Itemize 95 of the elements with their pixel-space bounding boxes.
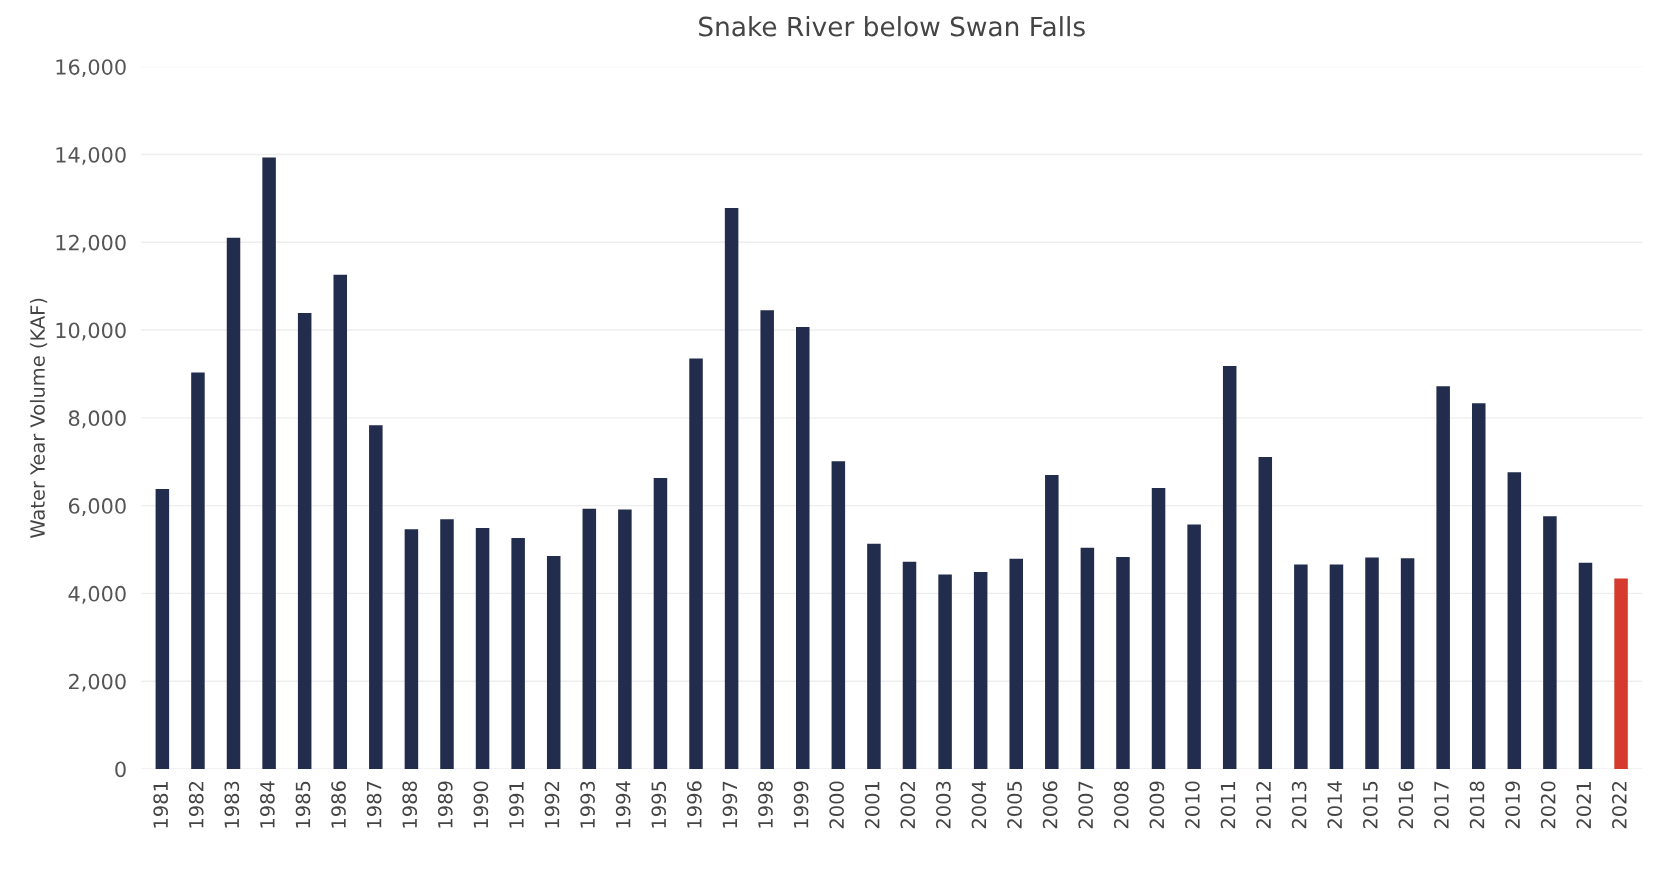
bar <box>1187 524 1201 769</box>
y-tick-label: 16,000 <box>56 59 126 78</box>
bar <box>297 312 312 769</box>
x-tick-label: 2008 <box>1113 781 1129 829</box>
chart-title: Snake River below Swan Falls <box>699 16 1085 37</box>
bar <box>760 310 774 769</box>
x-tick-label: 1987 <box>366 781 382 828</box>
x-tick-label: 1982 <box>188 782 204 828</box>
bar <box>1258 456 1273 769</box>
x-tick-label: 1992 <box>544 782 560 828</box>
x-tick-label: 1991 <box>509 781 524 828</box>
y-tick-label: 12,000 <box>56 234 126 253</box>
bar <box>689 358 703 769</box>
bar <box>1045 474 1059 769</box>
bar <box>369 425 383 769</box>
bar <box>511 538 525 769</box>
bar <box>1080 547 1095 769</box>
bar <box>226 237 241 769</box>
bar <box>831 461 846 769</box>
x-tick-label: 2013 <box>1291 781 1307 829</box>
x-tick-label: 1983 <box>224 781 240 828</box>
bar <box>973 571 988 769</box>
x-tick-label: 2009 <box>1149 781 1165 829</box>
x-tick-label: 1993 <box>580 781 595 828</box>
x-tick-label: 2006 <box>1042 781 1058 829</box>
bar <box>867 543 881 769</box>
x-tick-label: 2012 <box>1256 782 1271 829</box>
y-tick-label: 4,000 <box>68 585 126 604</box>
x-tick-label: 1988 <box>402 781 418 828</box>
x-tick-label: 2004 <box>971 781 987 829</box>
bar <box>546 556 561 769</box>
x-tick-label: 1985 <box>295 781 311 828</box>
bar <box>1116 556 1130 769</box>
x-tick-label: 1990 <box>473 781 489 828</box>
bar <box>1614 578 1628 769</box>
bar <box>191 372 205 769</box>
bar <box>1578 562 1593 769</box>
x-tick-label: 2020 <box>1540 781 1556 829</box>
bar <box>1400 558 1415 769</box>
y-tick-label: 14,000 <box>56 146 126 165</box>
y-tick-label: 10,000 <box>56 322 126 341</box>
x-tick-label: 1997 <box>722 781 738 828</box>
y-tick-label: 2,000 <box>69 673 126 692</box>
x-tick-label: 2005 <box>1007 781 1022 829</box>
bar <box>1365 557 1379 769</box>
x-tick-label: 2022 <box>1612 782 1627 829</box>
bar <box>333 274 348 769</box>
y-axis-title: Water Year Volume (KAF) <box>29 298 48 538</box>
bar <box>1329 564 1344 769</box>
x-tick-label: 1981 <box>153 781 168 828</box>
x-tick-label: 2016 <box>1398 781 1414 829</box>
x-tick-label: 2000 <box>829 781 844 829</box>
x-tick-label: 2021 <box>1576 781 1592 829</box>
x-tick-label: 1998 <box>758 781 773 828</box>
bar <box>1294 564 1308 769</box>
bar <box>902 561 917 769</box>
bar <box>796 326 810 769</box>
bar <box>1543 516 1557 769</box>
bar <box>582 508 597 769</box>
y-tick-label: 0 <box>115 761 126 778</box>
x-tick-label: 1999 <box>793 781 809 828</box>
x-tick-label: 2011 <box>1220 781 1236 829</box>
bar <box>1151 488 1166 769</box>
bar <box>618 509 632 769</box>
y-tick-label: 6,000 <box>68 498 126 516</box>
x-tick-label: 1989 <box>437 781 453 828</box>
bar <box>262 157 276 769</box>
bar <box>1471 403 1486 769</box>
bar <box>724 208 739 769</box>
x-tick-label: 1986 <box>331 781 346 828</box>
bar <box>475 528 490 769</box>
x-tick-label: 2014 <box>1327 781 1343 829</box>
x-tick-label: 2007 <box>1078 781 1094 829</box>
x-tick-label: 2001 <box>864 781 880 829</box>
x-tick-label: 2015 <box>1362 781 1378 829</box>
bar <box>1436 386 1450 769</box>
x-tick-label: 2018 <box>1469 781 1485 829</box>
bar <box>653 477 668 769</box>
x-tick-label: 2010 <box>1185 781 1200 829</box>
bar <box>938 574 952 769</box>
y-tick-label: 8,000 <box>68 410 126 429</box>
bar <box>1222 366 1237 769</box>
x-tick-label: 1994 <box>615 781 631 828</box>
x-tick-label: 2003 <box>936 781 951 829</box>
bar <box>155 488 170 769</box>
bar <box>440 519 454 769</box>
x-tick-label: 2019 <box>1505 781 1520 829</box>
x-tick-label: 1995 <box>651 781 667 828</box>
bar <box>1009 558 1023 769</box>
x-tick-label: 2002 <box>900 782 916 829</box>
x-tick-label: 1984 <box>260 781 275 828</box>
x-tick-label: 2017 <box>1434 781 1449 829</box>
bar <box>404 529 419 769</box>
bar <box>1507 472 1522 769</box>
x-tick-label: 1996 <box>686 781 702 828</box>
